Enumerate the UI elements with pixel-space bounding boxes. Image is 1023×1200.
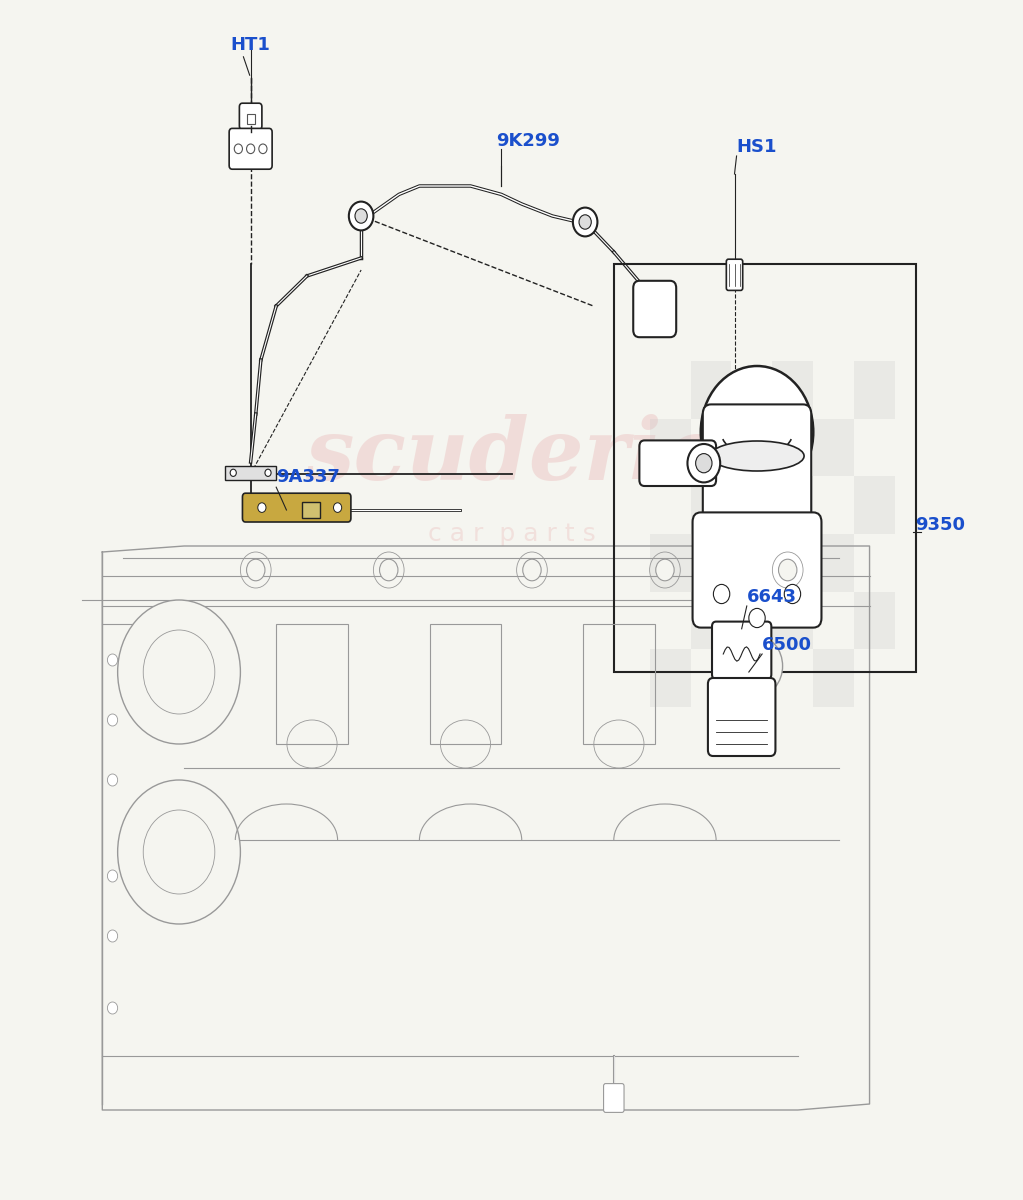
- Circle shape: [258, 503, 266, 512]
- Circle shape: [696, 454, 712, 473]
- Ellipse shape: [710, 440, 804, 470]
- Circle shape: [107, 654, 118, 666]
- Circle shape: [687, 444, 720, 482]
- Bar: [854, 476, 895, 534]
- Bar: [583, 624, 655, 744]
- FancyBboxPatch shape: [712, 622, 771, 679]
- Circle shape: [107, 930, 118, 942]
- Bar: [813, 419, 854, 476]
- Bar: [813, 649, 854, 707]
- Bar: [772, 361, 813, 419]
- Bar: [302, 502, 320, 518]
- Bar: [691, 476, 731, 534]
- Bar: [650, 649, 691, 707]
- Bar: [731, 419, 772, 476]
- Bar: [854, 592, 895, 649]
- Bar: [225, 466, 276, 480]
- Circle shape: [107, 1002, 118, 1014]
- Bar: [813, 534, 854, 592]
- Text: scuderia: scuderia: [305, 414, 718, 498]
- Text: c a r  p a r t s: c a r p a r t s: [428, 522, 595, 546]
- Circle shape: [107, 714, 118, 726]
- Bar: [650, 419, 691, 476]
- Bar: [276, 624, 348, 744]
- Bar: [650, 534, 691, 592]
- Text: HT1: HT1: [230, 36, 270, 54]
- Bar: [854, 361, 895, 419]
- Text: 6643: 6643: [747, 588, 797, 606]
- FancyBboxPatch shape: [242, 493, 351, 522]
- FancyBboxPatch shape: [708, 678, 775, 756]
- FancyBboxPatch shape: [639, 440, 716, 486]
- Text: 9K299: 9K299: [496, 132, 560, 150]
- FancyBboxPatch shape: [703, 404, 811, 544]
- Bar: [247, 114, 255, 124]
- FancyBboxPatch shape: [726, 259, 743, 290]
- Bar: [614, 264, 916, 672]
- FancyBboxPatch shape: [229, 128, 272, 169]
- Circle shape: [247, 559, 265, 581]
- Circle shape: [118, 780, 240, 924]
- Circle shape: [713, 584, 729, 604]
- Circle shape: [573, 208, 597, 236]
- Bar: [772, 476, 813, 534]
- Bar: [691, 592, 731, 649]
- Circle shape: [143, 630, 215, 714]
- Circle shape: [355, 209, 367, 223]
- FancyBboxPatch shape: [633, 281, 676, 337]
- Circle shape: [785, 584, 801, 604]
- Bar: [731, 649, 772, 707]
- Text: 9A337: 9A337: [276, 468, 340, 486]
- Circle shape: [234, 144, 242, 154]
- Circle shape: [259, 144, 267, 154]
- Circle shape: [656, 559, 674, 581]
- Bar: [430, 624, 501, 744]
- Circle shape: [349, 202, 373, 230]
- FancyBboxPatch shape: [239, 103, 262, 130]
- Circle shape: [118, 600, 240, 744]
- Bar: [772, 592, 813, 649]
- Bar: [691, 361, 731, 419]
- Text: 9350: 9350: [916, 516, 966, 534]
- Text: 6500: 6500: [762, 636, 812, 654]
- Circle shape: [701, 366, 813, 498]
- FancyBboxPatch shape: [604, 1084, 624, 1112]
- Circle shape: [107, 870, 118, 882]
- Circle shape: [107, 774, 118, 786]
- Text: HS1: HS1: [737, 138, 777, 156]
- Circle shape: [731, 636, 783, 696]
- Circle shape: [247, 144, 255, 154]
- Circle shape: [579, 215, 591, 229]
- Circle shape: [265, 469, 271, 476]
- Circle shape: [143, 810, 215, 894]
- FancyBboxPatch shape: [693, 512, 821, 628]
- Bar: [731, 534, 772, 592]
- Circle shape: [230, 469, 236, 476]
- Circle shape: [779, 559, 797, 581]
- Circle shape: [749, 608, 765, 628]
- Circle shape: [333, 503, 342, 512]
- Circle shape: [523, 559, 541, 581]
- Circle shape: [380, 559, 398, 581]
